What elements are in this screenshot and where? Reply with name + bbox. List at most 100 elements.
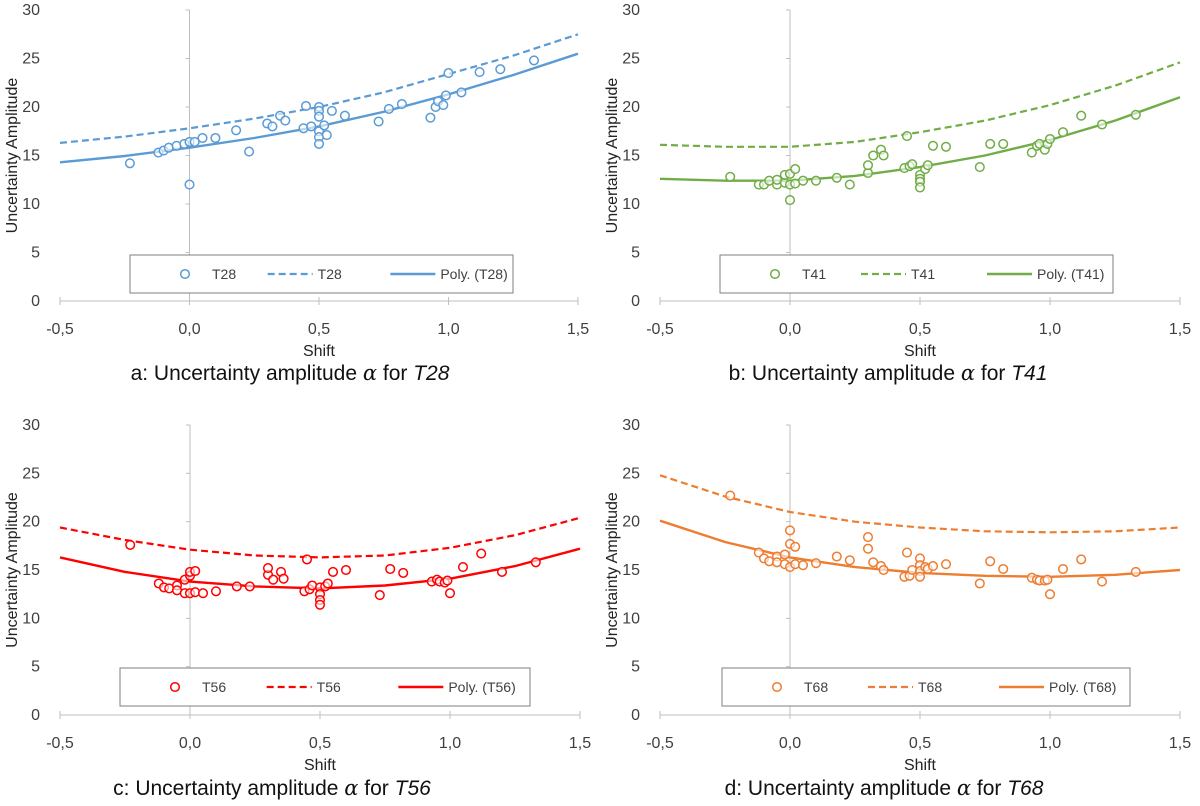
data-point (231, 125, 242, 136)
caption-series-name: T28 (413, 362, 450, 385)
data-point (190, 565, 201, 577)
data-point (927, 561, 939, 572)
chart-panel-d: 0 5 10 15 20 25 30 -0,5 0,0 0,5 1,0 1,5 Shift Uncerta… (604, 417, 1191, 800)
legend-marker (179, 268, 191, 280)
data-point (326, 105, 337, 116)
data-point (210, 132, 221, 144)
x-tick-label: 1,0 (1039, 735, 1061, 752)
caption-mid: for (971, 777, 1007, 800)
data-point (1130, 109, 1141, 120)
x-axis-title: Shift (304, 757, 337, 774)
data-point (327, 566, 339, 577)
y-tick-label: 30 (22, 2, 40, 19)
dashed-trend-line (59, 516, 581, 559)
y-tick-label: 10 (22, 196, 40, 213)
data-point (125, 539, 136, 550)
y-tick-label: 20 (22, 99, 40, 116)
data-point (262, 563, 274, 574)
data-point (779, 549, 790, 560)
legend-label: T56 (317, 679, 341, 695)
data-point (1057, 127, 1069, 138)
legend: T28 T28 Poly. (T28) (129, 254, 514, 294)
legend-box (119, 667, 531, 707)
data-point (321, 130, 332, 141)
y-tick-label: 10 (622, 610, 640, 627)
data-point (440, 90, 451, 101)
data-point (442, 575, 453, 586)
legend-label: Poly. (T41) (1037, 266, 1104, 282)
x-tick-label: -0,5 (46, 321, 74, 338)
legend-label: Poly. (T68) (1049, 679, 1116, 695)
x-tick-label: 1,5 (567, 321, 589, 338)
data-point (914, 182, 926, 193)
data-point (280, 115, 291, 126)
y-tick-label: 5 (31, 659, 40, 676)
y-tick-label: 30 (22, 417, 40, 434)
y-tick-label: 0 (31, 707, 40, 724)
dashed-trend-line (59, 33, 579, 144)
data-point (1076, 110, 1087, 121)
y-tick-label: 15 (622, 148, 640, 165)
poly-trend-line (659, 96, 1181, 182)
y-tick-label: 20 (622, 514, 640, 531)
x-tick-label: 0,5 (308, 321, 330, 338)
x-axis-title: Shift (904, 343, 937, 360)
data-point (784, 195, 796, 206)
data-point (1096, 576, 1108, 587)
y-tick-label: 20 (22, 514, 40, 531)
x-tick-label: -0,5 (646, 321, 674, 338)
caption-series-name: T41 (1011, 362, 1047, 385)
data-point (790, 164, 801, 175)
panel-caption: b: Uncertainty amplitude α for T41 (729, 361, 1048, 385)
data-point (438, 100, 449, 111)
data-point (1076, 554, 1087, 565)
legend: T68 T68 Poly. (T68) (721, 667, 1131, 707)
y-tick-label: 5 (631, 245, 640, 262)
x-tick-label: 1,5 (1169, 735, 1191, 752)
caption-symbol: α (344, 776, 358, 800)
legend-marker (169, 681, 181, 693)
data-point (189, 136, 200, 147)
y-axis-title: Uncertainty Amplitude (604, 492, 621, 648)
data-point (790, 541, 801, 552)
data-point (914, 571, 926, 582)
x-tick-label: 0,0 (779, 735, 801, 752)
legend-label: T68 (804, 679, 828, 695)
data-point (810, 558, 822, 569)
data-point (210, 586, 222, 597)
legend: T41 T41 Poly. (T41) (719, 254, 1114, 294)
x-tick-label: 1,5 (1169, 321, 1191, 338)
caption-prefix: b: Uncertainty amplitude (729, 362, 961, 385)
data-point (831, 551, 842, 562)
data-point (1044, 133, 1056, 145)
data-point (456, 87, 467, 98)
y-tick-label: 10 (622, 196, 640, 213)
y-axis-title: Uncertainty Amplitude (4, 492, 21, 648)
data-point (374, 590, 385, 601)
panel-caption: c: Uncertainty amplitude α for T56 (113, 776, 431, 800)
data-point (373, 116, 384, 127)
data-point (197, 588, 209, 599)
data-point (476, 548, 487, 559)
x-tick-label: 0,0 (178, 321, 200, 338)
data-point (244, 581, 255, 592)
legend-label: T28 (318, 266, 342, 282)
data-point (844, 555, 855, 566)
x-axis-title: Shift (303, 343, 336, 360)
y-tick-label: 25 (622, 465, 640, 482)
data-point (725, 490, 736, 501)
data-point (1130, 566, 1141, 577)
caption-series-name: T56 (395, 777, 432, 800)
data-point (927, 140, 939, 151)
y-tick-label: 5 (631, 659, 640, 676)
data-point (443, 68, 454, 79)
legend-marker (769, 268, 781, 280)
x-tick-label: 0,5 (909, 321, 931, 338)
data-point (831, 172, 842, 183)
y-tick-label: 15 (622, 562, 640, 579)
data-point (474, 67, 485, 78)
data-point (1057, 563, 1069, 575)
data-point (197, 132, 208, 144)
data-point (339, 110, 350, 121)
legend-label: T56 (202, 679, 226, 695)
